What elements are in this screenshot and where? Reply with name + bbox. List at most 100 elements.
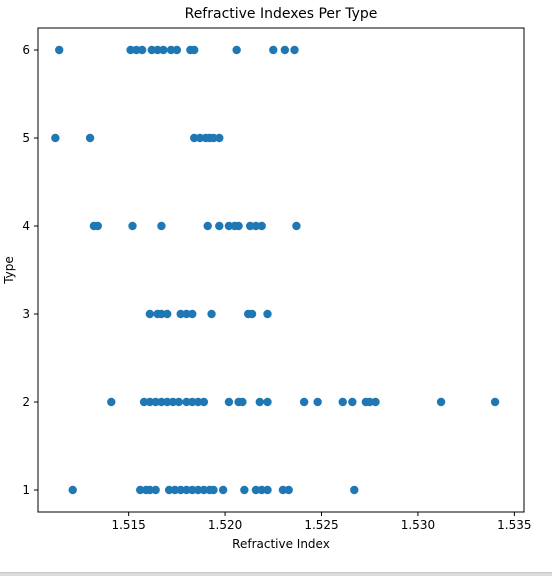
scatter-point	[166, 45, 176, 55]
scatter-point	[190, 133, 199, 143]
x-tick-label: 1.520	[208, 518, 242, 532]
scatter-point	[93, 221, 102, 231]
scatter-point	[263, 309, 272, 319]
scatter-point	[147, 45, 156, 55]
scatter-point	[145, 397, 155, 407]
scatter-point	[299, 397, 309, 407]
scatter-point	[234, 221, 243, 231]
scatter-point	[350, 485, 359, 495]
scatter-point	[245, 221, 255, 231]
scatter-point	[224, 397, 234, 407]
x-tick-label: 1.530	[401, 518, 435, 532]
scatter-point	[137, 45, 147, 55]
data-points	[51, 45, 500, 495]
scatter-point	[163, 309, 172, 319]
scatter-point	[263, 485, 272, 495]
scatter-point	[209, 485, 218, 495]
scatter-point	[215, 133, 224, 143]
scatter-point	[215, 221, 224, 231]
scatter-point	[151, 485, 160, 495]
scatter-point	[195, 133, 205, 143]
y-tick-label: 4	[22, 219, 30, 233]
scatter-point	[157, 309, 166, 319]
scatter-point	[51, 133, 60, 143]
scatter-point	[290, 45, 299, 55]
scatter-point	[159, 45, 168, 55]
scatter-point	[176, 309, 185, 319]
scatter-point	[203, 221, 212, 231]
y-axis-label: Type	[2, 256, 16, 285]
scatter-point	[280, 45, 290, 55]
scatter-point	[224, 221, 234, 231]
scatter-point	[263, 397, 272, 407]
scatter-point	[338, 397, 347, 407]
scatter-point	[163, 397, 172, 407]
scatter-point	[371, 397, 380, 407]
y-tick-label: 3	[22, 307, 30, 321]
scatter-point	[188, 309, 197, 319]
scatter-point	[172, 45, 182, 55]
chart-title: Refractive Indexes Per Type	[185, 6, 378, 22]
scatter-point	[209, 133, 218, 143]
scatter-point	[107, 397, 116, 407]
scatter-point	[240, 485, 249, 495]
y-tick-label: 2	[22, 395, 30, 409]
scatter-point	[182, 309, 191, 319]
scatter-point	[238, 397, 247, 407]
window-bottom-border	[0, 572, 552, 576]
scatter-point	[157, 397, 166, 407]
plot-area	[37, 27, 525, 513]
scatter-point	[292, 221, 301, 231]
scatter-point	[348, 397, 357, 407]
y-tick-label: 1	[22, 483, 30, 497]
scatter-point	[145, 485, 155, 495]
scatter-point	[145, 309, 155, 319]
scatter-point	[182, 485, 191, 495]
scatter-point	[284, 485, 293, 495]
scatter-point	[132, 45, 141, 55]
scatter-point	[199, 397, 209, 407]
scatter-point	[365, 397, 374, 407]
scatter-point	[68, 485, 77, 495]
scatter-point	[207, 309, 216, 319]
scatter-point	[436, 397, 446, 407]
x-tick-label: 1.515	[111, 518, 145, 532]
scatter-point	[170, 485, 180, 495]
scatter-point	[251, 485, 261, 495]
x-axis: 1.515 1.520 1.525 1.530 1.535	[111, 512, 532, 532]
scatter-point	[251, 221, 261, 231]
scatter-point	[313, 397, 322, 407]
scatter-point	[218, 485, 228, 495]
scatter-point	[139, 397, 149, 407]
scatter-point	[126, 45, 135, 55]
scatter-point	[257, 485, 266, 495]
scatter-point	[193, 397, 203, 407]
scatter-point	[55, 45, 64, 55]
scatter-point	[255, 397, 264, 407]
scatter-point	[257, 221, 266, 231]
scatter-point	[174, 397, 183, 407]
x-tick-label: 1.535	[497, 518, 531, 532]
scatter-point	[176, 485, 185, 495]
y-axis: 1 2 3 4 5 6	[22, 43, 38, 497]
y-tick-label: 5	[22, 131, 30, 145]
scatter-point	[85, 133, 95, 143]
scatter-point	[199, 485, 209, 495]
scatter-point	[153, 45, 162, 55]
scatter-point	[490, 397, 500, 407]
scatter-point	[232, 45, 241, 55]
scatter-point	[136, 485, 145, 495]
scatter-point	[269, 45, 278, 55]
scatter-point	[188, 397, 197, 407]
y-tick-label: 6	[22, 43, 30, 57]
scatter-point	[193, 485, 203, 495]
scatter-point	[190, 45, 199, 55]
scatter-point	[188, 485, 197, 495]
x-axis-label: Refractive Index	[232, 537, 330, 551]
scatter-point	[168, 397, 178, 407]
scatter-point	[151, 397, 160, 407]
scatter-point	[157, 221, 166, 231]
scatter-point	[182, 397, 191, 407]
scatter-point	[247, 309, 257, 319]
